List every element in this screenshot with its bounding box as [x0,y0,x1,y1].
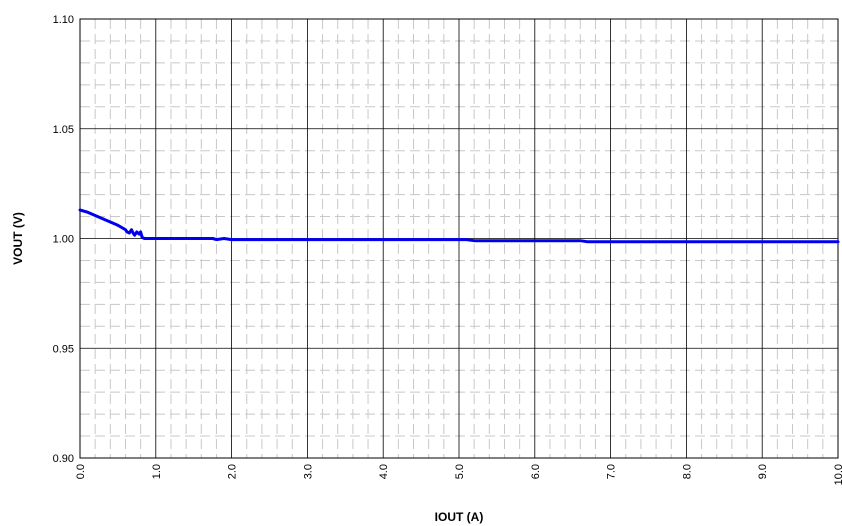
y-tick-label: 1.05 [53,124,74,136]
x-tick-label: 1.0 [151,464,163,479]
y-tick-labels: 0.90 0.95 1.00 1.05 1.10 [53,14,74,465]
y-tick-label: 0.90 [53,453,74,465]
y-axis-title: VOUT (V) [11,212,25,265]
series-layer [78,208,840,244]
x-tick-label: 0.0 [75,464,87,479]
x-tick-label: 6.0 [530,464,542,479]
x-tick-label: 4.0 [378,464,390,479]
y-tick-label: 1.10 [53,14,74,26]
plot-frame [79,18,839,459]
x-tick-label: 7.0 [606,464,618,479]
series-line [78,208,840,244]
x-tick-label: 3.0 [302,464,314,479]
y-tick-label: 1.00 [53,234,74,246]
x-tick-label: 5.0 [454,464,466,479]
x-axis-title: IOUT (A) [435,510,484,524]
y-tick-label: 0.95 [53,343,74,355]
x-tick-label: 2.0 [227,464,239,479]
x-tick-label: 9.0 [757,464,769,479]
x-tick-labels: 0.0 1.0 2.0 3.0 4.0 5.0 6.0 7.0 8.0 9.0 10.0 [75,464,842,485]
x-tick-label: 8.0 [681,464,693,479]
x-tick-label: 10.0 [833,464,842,485]
